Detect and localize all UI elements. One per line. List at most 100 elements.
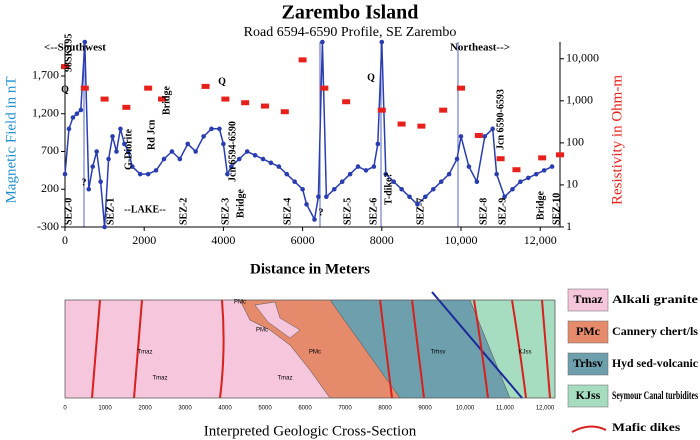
annotation: Northeast--> bbox=[450, 42, 510, 54]
y2-tick-label: 10,000 bbox=[566, 50, 599, 64]
magnetic-point bbox=[252, 152, 258, 158]
magnetic-point bbox=[391, 179, 396, 184]
magnetic-point bbox=[316, 194, 321, 200]
magnetic-point bbox=[110, 134, 115, 139]
magnetic-point bbox=[312, 217, 317, 222]
dike bbox=[379, 299, 393, 399]
magnetic-point bbox=[98, 179, 103, 184]
magnetic-point bbox=[209, 126, 214, 132]
resistivity-marker bbox=[439, 107, 448, 113]
legend-label: Alkali granite bbox=[612, 292, 699, 306]
fault bbox=[431, 291, 523, 399]
legend-label: Cannery chert/ls bbox=[612, 324, 698, 338]
magnetic-point bbox=[363, 168, 369, 173]
section-tick-label: 9000 bbox=[418, 406, 432, 412]
magnetic-point bbox=[383, 171, 389, 177]
unit-label: Trhsv bbox=[431, 350, 446, 356]
magnetic-point bbox=[236, 156, 242, 162]
annotation: Jcn 6594-6590 bbox=[227, 121, 238, 182]
magnetic-point bbox=[510, 186, 515, 192]
resistivity-marker bbox=[496, 156, 505, 162]
resistivity-marker bbox=[377, 107, 386, 113]
cross-section bbox=[64, 291, 556, 399]
chart-subtitle: Road 6594-6590 Profile, SE Zarembo bbox=[244, 25, 457, 40]
resistivity-marker bbox=[474, 132, 483, 138]
dike bbox=[541, 299, 551, 399]
dike bbox=[219, 299, 225, 399]
section-tick-label: 6000 bbox=[298, 406, 312, 412]
y-tick-label: 1,200 bbox=[32, 105, 59, 119]
magnetic-point bbox=[118, 126, 123, 132]
magnetic-point bbox=[260, 156, 266, 162]
annotation: Bridge bbox=[535, 191, 546, 220]
magnetic-point bbox=[423, 194, 428, 200]
resistivity-marker bbox=[158, 96, 167, 102]
magnetic-point bbox=[518, 179, 523, 184]
annotation: SEZ-1 bbox=[105, 198, 116, 225]
section-title: Interpreted Geologic Cross-Section bbox=[204, 423, 417, 439]
annotation: Rd Jcn bbox=[146, 119, 157, 150]
magnetic-point bbox=[82, 39, 88, 45]
magnetic-point bbox=[268, 160, 274, 166]
x-axis-label: Distance in Meters bbox=[250, 261, 370, 277]
y2-tick-label: 1 bbox=[566, 219, 572, 233]
legend-label: Seymour Canal turbidites bbox=[612, 388, 698, 402]
magnetic-point bbox=[114, 149, 119, 154]
magnetic-point bbox=[169, 149, 175, 154]
annotation: ? bbox=[82, 177, 87, 188]
magnetic-point bbox=[217, 126, 222, 132]
y2-tick-label: 1,000 bbox=[566, 93, 593, 107]
magnetic-point bbox=[244, 149, 250, 154]
section-frame bbox=[64, 299, 556, 399]
unit-label: Tmaz bbox=[138, 350, 153, 356]
chart-title: Zarembo Island bbox=[282, 2, 419, 24]
magnetic-point bbox=[549, 164, 555, 169]
section-tick-label: 5000 bbox=[258, 406, 272, 412]
magnetic-point bbox=[482, 134, 488, 139]
resistivity-marker bbox=[397, 121, 406, 127]
magnetic-point bbox=[375, 141, 381, 147]
magnetic-point bbox=[66, 126, 72, 132]
magnetic-point bbox=[201, 134, 206, 139]
annotation: SEZ-0 bbox=[63, 198, 74, 225]
x-tick-label: 12,000 bbox=[524, 233, 557, 247]
magnetic-point bbox=[276, 164, 282, 169]
annotation: SEZ-7 bbox=[415, 198, 426, 225]
magnetic-point bbox=[130, 164, 135, 169]
magnetic-point bbox=[106, 156, 111, 162]
annotation: Q bbox=[61, 84, 69, 95]
legend-swatch bbox=[567, 320, 609, 344]
section-tick-label: 0 bbox=[63, 406, 67, 412]
magnetic-point bbox=[446, 171, 452, 177]
y2-tick-label: 10 bbox=[566, 177, 578, 191]
resistivity-marker bbox=[260, 103, 269, 109]
section-tick-label: 8000 bbox=[378, 406, 392, 412]
magnetic-point bbox=[304, 202, 309, 207]
section-tick-label: 12,000 bbox=[536, 406, 555, 412]
magnetic-point bbox=[90, 164, 96, 169]
magnetic-point bbox=[62, 171, 68, 177]
magnetic-point bbox=[145, 171, 151, 177]
annotation: --LAKE-- bbox=[124, 204, 166, 215]
magnetic-point bbox=[94, 149, 99, 154]
magnetic-point bbox=[320, 39, 325, 45]
x-tick-label: 4000 bbox=[211, 233, 235, 247]
legend-swatch bbox=[567, 288, 609, 312]
resistivity-marker bbox=[512, 167, 521, 173]
annotation: Q bbox=[367, 72, 375, 83]
annotation: SEZ-4 bbox=[282, 198, 293, 225]
resistivity-marker bbox=[122, 104, 131, 110]
annotation: <--Southwest bbox=[44, 42, 106, 54]
y-tick-label: 700 bbox=[41, 143, 59, 157]
x-tick-label: 10,000 bbox=[445, 233, 478, 247]
legend-label: Mafic dikes bbox=[612, 420, 681, 434]
legend-swatch bbox=[567, 352, 609, 376]
magnetic-point bbox=[454, 156, 460, 162]
magnetic-point bbox=[458, 134, 464, 139]
magnetic-point bbox=[70, 115, 76, 120]
resistivity-marker bbox=[556, 152, 564, 158]
legend-code: KJss bbox=[576, 388, 601, 402]
resistivity-marker bbox=[241, 100, 250, 106]
magnetic-point bbox=[339, 179, 345, 184]
